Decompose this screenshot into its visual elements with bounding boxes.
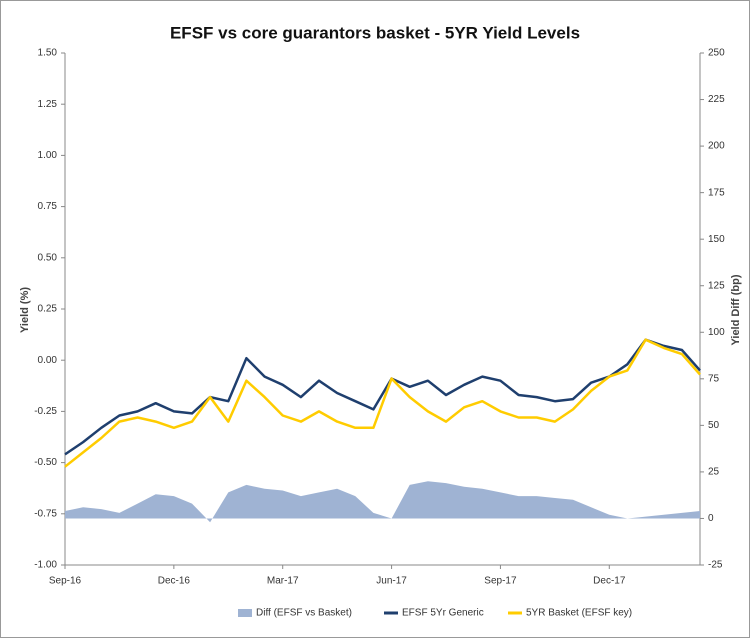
legend-label: 5YR Basket (EFSF key) xyxy=(526,608,632,619)
y2-tick-label: 125 xyxy=(708,280,725,291)
y2-tick-label: 100 xyxy=(708,327,725,338)
x-tick-label: Sep-16 xyxy=(49,576,82,587)
y-tick-label: 1.50 xyxy=(38,48,58,59)
y2-tick-label: 225 xyxy=(708,94,725,105)
y-tick-label: 0.75 xyxy=(38,201,58,212)
y2-tick-label: 50 xyxy=(708,420,720,431)
y-tick-label: 1.25 xyxy=(38,99,58,110)
line xyxy=(64,338,701,456)
y-tick-label: 0.00 xyxy=(38,355,58,366)
line xyxy=(64,338,701,468)
y-tick-label: 0.50 xyxy=(38,252,58,263)
chart-title: EFSF vs core guarantors basket - 5YR Yie… xyxy=(170,23,580,42)
legend-label: Diff (EFSF vs Basket) xyxy=(256,608,352,619)
x-tick-label: Dec-16 xyxy=(158,576,191,587)
x-tick-label: Dec-17 xyxy=(593,576,626,587)
x-tick-label: Mar-17 xyxy=(267,576,299,587)
legend-swatch xyxy=(238,609,252,617)
x-tick-label: Sep-17 xyxy=(484,576,517,587)
y-tick-label: -0.25 xyxy=(34,406,57,417)
y2-tick-label: -25 xyxy=(708,560,723,571)
y2-tick-label: 75 xyxy=(708,373,720,384)
y2-tick-label: 0 xyxy=(708,513,714,524)
y-tick-label: -0.50 xyxy=(34,457,57,468)
y2-tick-label: 25 xyxy=(708,467,720,478)
y-tick-label: 1.00 xyxy=(38,150,58,161)
x-tick-label: Jun-17 xyxy=(376,576,407,587)
area xyxy=(65,481,700,523)
y2-tick-label: 200 xyxy=(708,141,725,152)
y-tick-label: -1.00 xyxy=(34,560,57,571)
y2-tick-label: 175 xyxy=(708,187,725,198)
y-tick-label: -0.75 xyxy=(34,508,57,519)
y-tick-label: 0.25 xyxy=(38,304,58,315)
y2-axis-label: Yield Diff (bp) xyxy=(730,274,742,345)
legend-label: EFSF 5Yr Generic xyxy=(402,608,484,619)
y-axis-label: Yield (%) xyxy=(19,287,31,333)
y2-tick-label: 250 xyxy=(708,48,725,59)
y2-tick-label: 150 xyxy=(708,234,725,245)
